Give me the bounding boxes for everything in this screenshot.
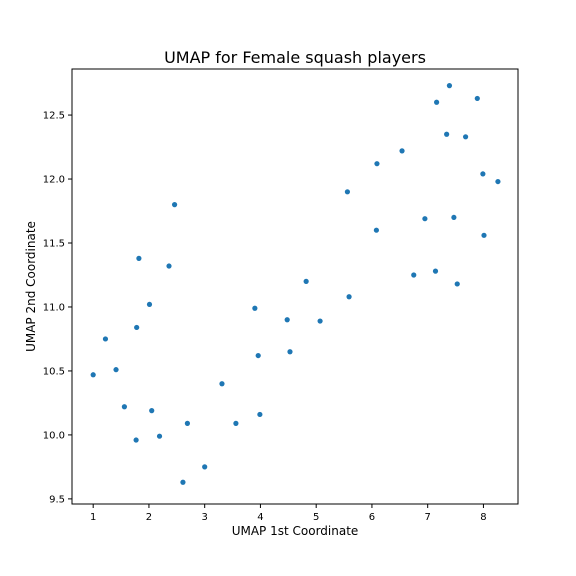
y-axis-ticks: 9.5 10.0 10.5 11.0 11.5 12.0 12.5: [43, 111, 72, 505]
y-tick-label: 11.0: [43, 302, 65, 313]
y-tick-label: 12.0: [43, 175, 65, 186]
scatter-point: [90, 372, 96, 378]
scatter-point: [434, 99, 440, 105]
chart-title: UMAP for Female squash players: [164, 48, 426, 67]
scatter-point: [136, 255, 142, 261]
scatter-point: [432, 268, 439, 274]
scatter-point: [399, 148, 405, 154]
x-tick-label: 7: [424, 512, 430, 523]
scatter-point: [233, 420, 239, 426]
scatter-point: [374, 161, 380, 167]
y-tick-label: 10.0: [43, 430, 65, 441]
scatter-point: [180, 479, 186, 485]
scatter-point: [149, 408, 155, 414]
x-tick-label: 4: [257, 512, 263, 523]
scatter-point: [481, 232, 487, 238]
x-axis-ticks: 1 2 3 4 5 6 7 8: [90, 504, 487, 523]
scatter-point: [284, 317, 290, 323]
scatter-point: [462, 134, 469, 140]
scatter-point: [202, 464, 208, 470]
scatter-point: [113, 367, 119, 373]
scatter-point: [219, 381, 225, 387]
scatter-point: [480, 171, 486, 177]
y-tick-label: 9.5: [49, 494, 65, 505]
x-tick-label: 2: [146, 512, 152, 523]
y-axis-title: UMAP 2nd Coordinate: [24, 221, 38, 352]
scatter-point: [102, 336, 109, 342]
x-axis-title: UMAP 1st Coordinate: [232, 524, 359, 538]
scatter-point: [411, 272, 417, 278]
scatter-point: [454, 281, 460, 287]
data-points: [90, 83, 501, 485]
scatter-point: [451, 214, 457, 221]
y-tick-label: 10.5: [43, 366, 65, 377]
scatter-point: [133, 437, 139, 443]
scatter-point: [303, 278, 309, 284]
scatter-point: [344, 189, 351, 195]
plot-area-border: [71, 68, 519, 505]
scatter-point: [317, 318, 323, 324]
x-tick-label: 3: [201, 512, 207, 523]
scatter-point: [166, 263, 172, 269]
x-tick-label: 8: [480, 512, 486, 523]
scatter-point: [474, 95, 480, 102]
scatter-point: [446, 83, 453, 89]
scatter-point: [422, 216, 428, 222]
x-tick-label: 1: [90, 512, 96, 523]
scatter-point: [346, 294, 352, 300]
x-tick-label: 5: [313, 512, 319, 523]
scatter-point: [373, 227, 379, 233]
axes-frame: [71, 68, 519, 505]
y-tick-label: 11.5: [43, 239, 65, 250]
scatter-point: [134, 324, 140, 331]
scatter-point: [171, 202, 178, 208]
scatter-point: [146, 301, 153, 308]
scatter-point: [156, 433, 163, 439]
scatter-point: [257, 411, 263, 418]
scatter-point: [255, 352, 261, 359]
scatter-point: [444, 131, 450, 137]
x-tick-label: 6: [369, 512, 375, 523]
scatter-point: [287, 349, 293, 355]
scatter-point: [121, 404, 128, 410]
scatter-point: [252, 305, 258, 311]
scatter-point: [495, 178, 501, 185]
y-tick-label: 12.5: [43, 111, 65, 122]
scatter-point: [184, 420, 191, 426]
